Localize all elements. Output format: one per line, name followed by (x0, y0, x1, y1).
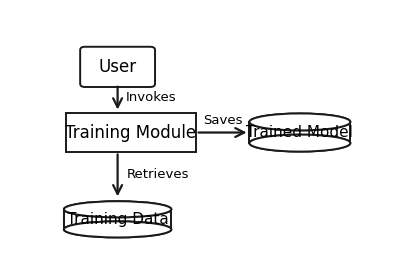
Ellipse shape (64, 221, 171, 237)
Text: Saves: Saves (203, 114, 242, 127)
Bar (66, 114, 196, 152)
Bar (250, 122, 350, 143)
Ellipse shape (249, 135, 350, 152)
Text: User: User (99, 58, 136, 76)
Text: Trained Model: Trained Model (247, 125, 353, 140)
Ellipse shape (249, 114, 350, 130)
Ellipse shape (249, 114, 350, 130)
Bar (65, 209, 171, 229)
Text: Training Data: Training Data (67, 212, 168, 227)
FancyBboxPatch shape (80, 47, 155, 87)
Text: Invokes: Invokes (126, 91, 176, 104)
Ellipse shape (64, 201, 171, 217)
Bar (64, 209, 171, 229)
Text: Training Module: Training Module (65, 123, 196, 142)
Text: Retrieves: Retrieves (127, 168, 189, 182)
Ellipse shape (64, 201, 171, 217)
Bar (249, 122, 350, 143)
Ellipse shape (249, 135, 350, 152)
Ellipse shape (64, 221, 171, 237)
